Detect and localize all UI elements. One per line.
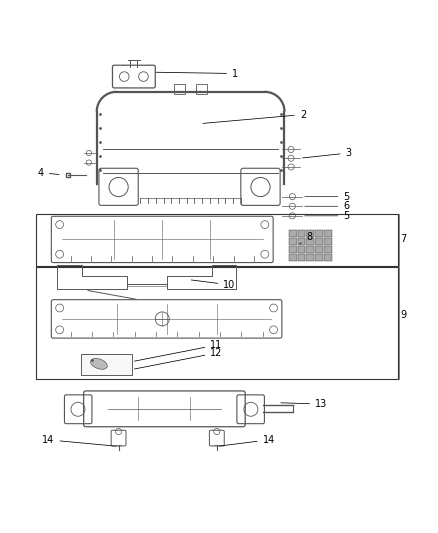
Text: 5: 5 xyxy=(305,211,350,221)
Bar xyxy=(297,254,305,261)
Text: 2: 2 xyxy=(203,110,306,124)
Bar xyxy=(289,246,297,253)
Text: 14: 14 xyxy=(42,435,116,446)
Bar xyxy=(306,238,314,245)
Text: 3: 3 xyxy=(303,148,352,158)
Text: 1: 1 xyxy=(156,69,238,78)
Bar xyxy=(289,230,297,237)
Bar xyxy=(35,266,398,379)
Text: 4: 4 xyxy=(38,168,59,177)
Text: 11: 11 xyxy=(134,340,223,361)
Bar xyxy=(306,246,314,253)
Text: 5: 5 xyxy=(305,192,350,201)
Bar xyxy=(315,254,323,261)
Ellipse shape xyxy=(91,359,107,369)
Text: 9: 9 xyxy=(400,310,406,319)
Bar xyxy=(315,238,323,245)
Bar xyxy=(324,238,332,245)
Bar xyxy=(289,238,297,245)
Bar xyxy=(35,214,398,265)
Bar xyxy=(306,230,314,237)
Bar xyxy=(324,246,332,253)
Bar xyxy=(289,254,297,261)
Bar xyxy=(306,254,314,261)
Bar xyxy=(324,230,332,237)
Text: 12: 12 xyxy=(134,348,223,369)
Bar xyxy=(81,354,132,375)
Bar xyxy=(324,254,332,261)
Bar xyxy=(315,246,323,253)
Text: 10: 10 xyxy=(191,280,236,290)
Text: 13: 13 xyxy=(281,399,327,409)
Text: 6: 6 xyxy=(305,201,350,211)
Bar xyxy=(196,84,207,94)
Bar xyxy=(297,246,305,253)
Bar xyxy=(297,230,305,237)
Text: 14: 14 xyxy=(219,435,275,446)
Text: 8: 8 xyxy=(300,232,312,244)
Bar xyxy=(297,238,305,245)
Bar xyxy=(174,84,185,94)
Bar xyxy=(315,230,323,237)
Text: 7: 7 xyxy=(400,235,406,245)
